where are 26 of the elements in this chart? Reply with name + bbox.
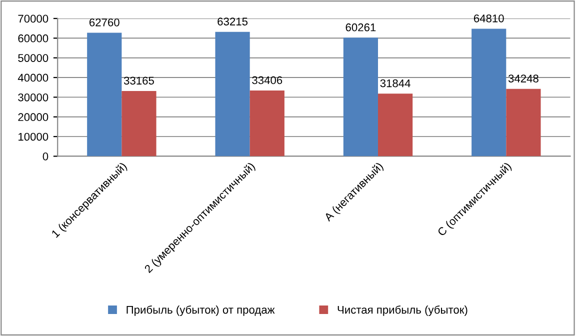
bar — [122, 90, 156, 156]
y-tick-label: 0 — [42, 152, 48, 160]
data-label: 64810 — [474, 14, 504, 22]
bar — [506, 88, 541, 156]
y-tick-label: 10000 — [18, 132, 48, 141]
data-label: 60261 — [346, 23, 376, 32]
data-label: 31844 — [380, 79, 410, 88]
y-tick-label: 70000 — [18, 14, 48, 23]
bar — [250, 90, 284, 156]
data-label: 63215 — [218, 18, 248, 26]
bar — [87, 32, 122, 156]
data-label: 34248 — [508, 74, 538, 82]
data-label: 62760 — [89, 18, 120, 26]
bar — [378, 94, 413, 156]
y-tick-label: 50000 — [18, 54, 48, 62]
data-label: 33406 — [252, 76, 282, 84]
data-label: 33165 — [124, 76, 154, 85]
y-tick-label: 20000 — [18, 113, 48, 122]
y-tick-label: 40000 — [18, 74, 48, 82]
bar — [215, 32, 250, 156]
y-tick-label: 60000 — [18, 34, 48, 42]
bar — [343, 38, 378, 156]
legend-label: Прибыль (убыток) от продаж — [126, 305, 275, 316]
legend-label: Чистая прибыль (убыток) — [338, 305, 468, 316]
bar — [472, 28, 506, 156]
y-tick-label: 30000 — [18, 93, 48, 102]
